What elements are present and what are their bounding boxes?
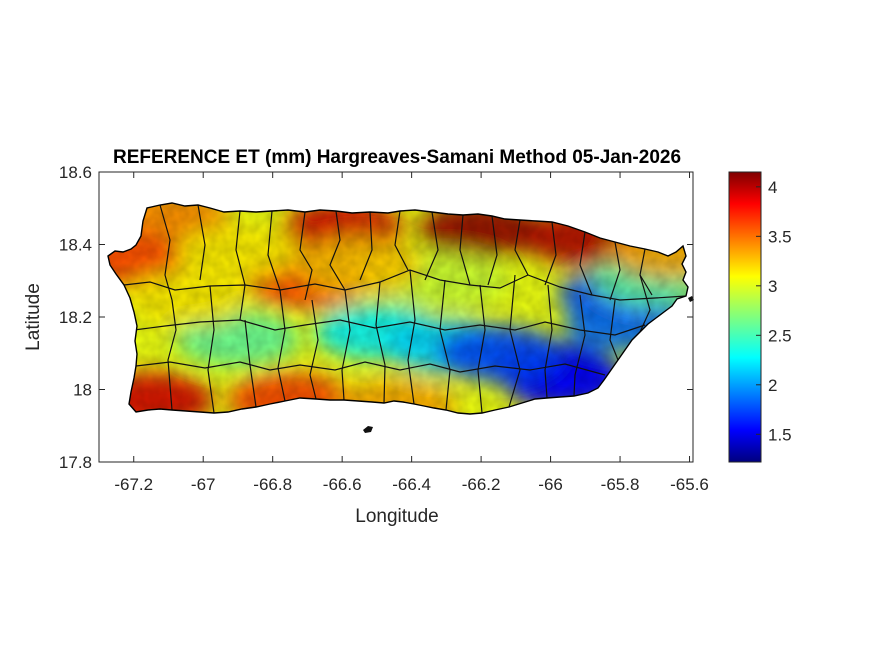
- municipality-boundary-20: [207, 285, 215, 414]
- colorbar-tick-label: 3.5: [768, 227, 792, 246]
- municipality-boundary-6: [359, 211, 373, 281]
- colorbar-ticks: 1.5 2 2.5 3 3.5 4: [756, 178, 792, 444]
- x-axis-ticks: -67.2 -67 -66.8 -66.6 -66.4 -66.2 -66 -65.8 -65.…: [114, 172, 709, 494]
- municipality-boundary-30: [544, 284, 553, 399]
- municipality-boundary-25: [375, 281, 386, 404]
- chart-title: REFERENCE ET (mm) Hargreaves-Samani Meth…: [113, 147, 681, 168]
- municipality-boundary-19: [167, 299, 177, 411]
- x-tick-label: -65.8: [601, 475, 640, 494]
- municipality-boundary-5: [329, 210, 346, 291]
- municipality-boundary-28: [477, 284, 486, 414]
- x-tick-label: -66: [538, 475, 563, 494]
- colorbar-tick-label: 1.5: [768, 425, 792, 444]
- y-tick-label: 18.6: [59, 163, 92, 182]
- municipality-boundary-33: [639, 274, 651, 333]
- municipality-boundary-2: [235, 210, 246, 321]
- municipality-boundary-11: [514, 219, 529, 276]
- x-tick-label: -67: [191, 475, 216, 494]
- x-axis-label: Longitude: [355, 506, 438, 527]
- municipality-boundary-9: [459, 214, 471, 286]
- municipality-boundary-21: [244, 319, 257, 408]
- x-tick-label: -67.2: [114, 475, 153, 494]
- coastline: [107, 202, 689, 415]
- y-axis-ticks: 17.8 18 18.2 18.4 18.6: [59, 163, 693, 472]
- municipality-boundary-24: [341, 289, 351, 401]
- municipality-boundary-17: [133, 319, 646, 336]
- municipality-boundary-31: [573, 294, 586, 397]
- municipality-boundary-26: [407, 269, 416, 405]
- caja-de-muertos-island: [363, 426, 373, 433]
- municipality-boundary-29: [508, 274, 521, 408]
- colorbar-tick-label: 2: [768, 376, 777, 395]
- municipality-boundary-10: [487, 215, 498, 286]
- x-tick-label: -66.6: [323, 475, 362, 494]
- municipality-boundary-27: [439, 279, 451, 411]
- y-tick-label: 18.4: [59, 236, 92, 255]
- municipality-boundary-1: [197, 204, 206, 281]
- colorbar-tick-label: 3: [768, 277, 777, 296]
- municipality-boundary-22: [277, 289, 286, 402]
- x-tick-label: -65.6: [670, 475, 709, 494]
- colorbar-tick-label: 2.5: [768, 326, 792, 345]
- field-texture: [108, 203, 688, 414]
- y-tick-label: 18.2: [59, 308, 92, 327]
- y-tick-label: 18: [73, 381, 92, 400]
- y-axis-label: Latitude: [23, 283, 44, 351]
- colorbar-tick-label: 4: [768, 178, 777, 197]
- x-tick-label: -66.8: [253, 475, 292, 494]
- colorbar-gradient: [728, 171, 762, 463]
- x-tick-label: -66.4: [392, 475, 431, 494]
- municipality-boundary-12: [544, 221, 557, 286]
- x-tick-label: -66.2: [462, 475, 501, 494]
- municipality-boundary-32: [609, 299, 619, 361]
- colorbar: 1.5 2 2.5 3 3.5 4: [728, 171, 792, 463]
- municipality-boundary-13: [579, 231, 593, 296]
- y-tick-label: 17.8: [59, 453, 92, 472]
- municipality-boundary-14: [609, 241, 621, 301]
- municipality-boundary-8: [424, 211, 439, 281]
- municipality-boundary-23: [309, 299, 319, 400]
- municipality-boundaries: [123, 204, 687, 414]
- municipality-boundary-3: [267, 210, 281, 291]
- municipality-boundary-7: [394, 210, 409, 271]
- municipality-boundary-18: [135, 361, 606, 376]
